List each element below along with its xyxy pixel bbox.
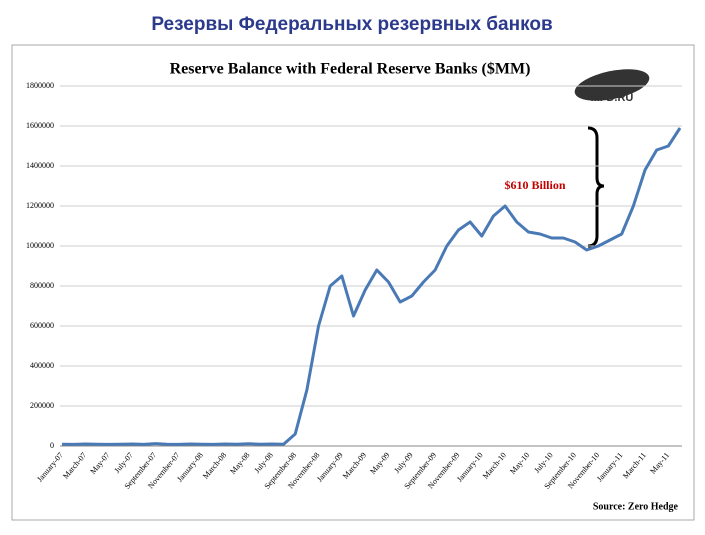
chart-frame [11, 44, 695, 521]
logo: MFD.RU [574, 69, 650, 104]
annotation: $610 Billion [504, 178, 565, 192]
y-tick-label: 1800000 [26, 81, 54, 90]
y-tick-label: 200000 [30, 401, 54, 410]
bracket [587, 126, 605, 248]
y-tick-label: 1000000 [26, 241, 54, 250]
chart-title: Reserve Balance with Federal Reserve Ban… [170, 61, 531, 78]
heading: Резервы Федеральных резервных банков [151, 14, 552, 35]
logo-text: MFD.RU [591, 92, 634, 104]
y-tick-label: 600000 [30, 321, 54, 330]
y-tick-label: 800000 [30, 281, 54, 290]
y-tick-label: 1200000 [26, 201, 54, 210]
logo-shape [574, 69, 650, 101]
y-tick-label: 0 [50, 441, 54, 450]
series-line [61, 127, 682, 446]
y-tick-label: 1600000 [26, 121, 54, 130]
y-tick-label: 1400000 [26, 161, 54, 170]
source: Source: Zero Hedge [593, 501, 679, 512]
y-tick-label: 400000 [30, 361, 54, 370]
